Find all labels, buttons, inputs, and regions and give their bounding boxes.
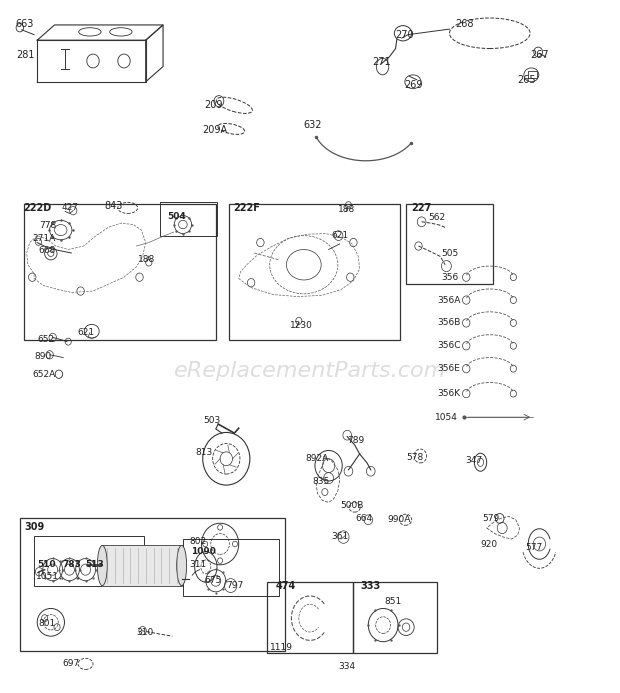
Text: 652: 652	[37, 335, 55, 344]
Ellipse shape	[97, 545, 107, 586]
Text: 890: 890	[34, 352, 51, 360]
Text: 504: 504	[167, 212, 186, 220]
Text: 664: 664	[355, 514, 373, 523]
Text: 310: 310	[136, 628, 154, 636]
Text: 505: 505	[441, 249, 459, 258]
Text: 1054: 1054	[435, 413, 458, 421]
Text: 510: 510	[37, 561, 56, 569]
Text: 311: 311	[189, 561, 206, 569]
Bar	[34, 536, 144, 586]
Text: 663: 663	[16, 19, 34, 29]
Text: 356A: 356A	[438, 296, 461, 304]
Bar	[406, 204, 493, 284]
Bar	[24, 204, 216, 340]
Text: 789: 789	[347, 437, 365, 445]
Text: 222F: 222F	[233, 203, 260, 213]
Text: 632: 632	[304, 120, 322, 130]
Text: 271: 271	[372, 58, 391, 67]
Text: 675: 675	[205, 577, 222, 585]
Bar	[267, 582, 353, 653]
Ellipse shape	[177, 545, 187, 586]
Text: 621: 621	[78, 328, 95, 337]
Text: 1119: 1119	[270, 644, 293, 652]
Text: 513: 513	[86, 561, 104, 569]
Text: 892A: 892A	[306, 455, 329, 463]
Text: 843: 843	[104, 201, 123, 211]
Text: 1090: 1090	[191, 547, 216, 556]
Text: 188: 188	[338, 205, 355, 213]
Text: 652A: 652A	[32, 370, 56, 378]
Text: 474: 474	[276, 581, 296, 590]
Text: 268: 268	[456, 19, 474, 28]
Text: 503: 503	[203, 416, 221, 425]
Bar	[160, 202, 217, 236]
Text: 851: 851	[384, 597, 402, 606]
Text: 621: 621	[332, 231, 349, 240]
Text: 427: 427	[62, 204, 79, 212]
Text: 801: 801	[38, 620, 56, 628]
Text: 783: 783	[62, 561, 81, 569]
Bar	[183, 539, 279, 596]
Text: 1230: 1230	[290, 322, 313, 330]
Text: 265: 265	[518, 75, 536, 85]
Text: 797: 797	[226, 581, 244, 590]
Text: 578: 578	[407, 453, 424, 462]
Text: 271A: 271A	[32, 234, 56, 243]
Text: 188: 188	[138, 255, 155, 263]
Bar	[20, 518, 285, 651]
Text: 1051: 1051	[36, 572, 59, 581]
Text: 668: 668	[38, 246, 56, 254]
Text: 209A: 209A	[202, 125, 228, 135]
Text: 270: 270	[396, 30, 414, 40]
Text: eReplacementParts.com: eReplacementParts.com	[174, 361, 446, 380]
Bar	[102, 545, 182, 586]
Text: 222D: 222D	[24, 203, 52, 213]
Text: 802: 802	[189, 538, 206, 546]
Text: 361: 361	[332, 532, 349, 541]
Text: 333: 333	[361, 581, 381, 590]
Text: 562: 562	[428, 213, 445, 222]
Text: 356C: 356C	[438, 342, 461, 350]
Text: 577: 577	[526, 543, 543, 552]
Text: 990A: 990A	[388, 516, 411, 524]
Bar	[353, 582, 437, 653]
Text: 356K: 356K	[438, 389, 461, 398]
Text: 920: 920	[480, 541, 498, 549]
Text: 579: 579	[482, 514, 500, 523]
Text: 267: 267	[530, 50, 549, 60]
Text: 269: 269	[404, 80, 423, 89]
Text: 356: 356	[441, 273, 459, 281]
Bar	[229, 204, 400, 340]
Text: 309: 309	[25, 522, 45, 532]
Text: 500B: 500B	[340, 502, 364, 510]
Text: 356E: 356E	[438, 365, 461, 373]
Text: 334: 334	[338, 663, 355, 671]
Text: 697: 697	[62, 660, 79, 668]
Text: 227: 227	[412, 203, 432, 213]
Text: 209: 209	[205, 100, 223, 110]
Text: 281: 281	[17, 51, 35, 60]
Text: 813: 813	[195, 448, 213, 457]
Text: 835: 835	[312, 477, 330, 486]
Text: 778: 778	[39, 222, 56, 230]
Text: 347: 347	[465, 457, 482, 465]
Text: 356B: 356B	[438, 319, 461, 327]
